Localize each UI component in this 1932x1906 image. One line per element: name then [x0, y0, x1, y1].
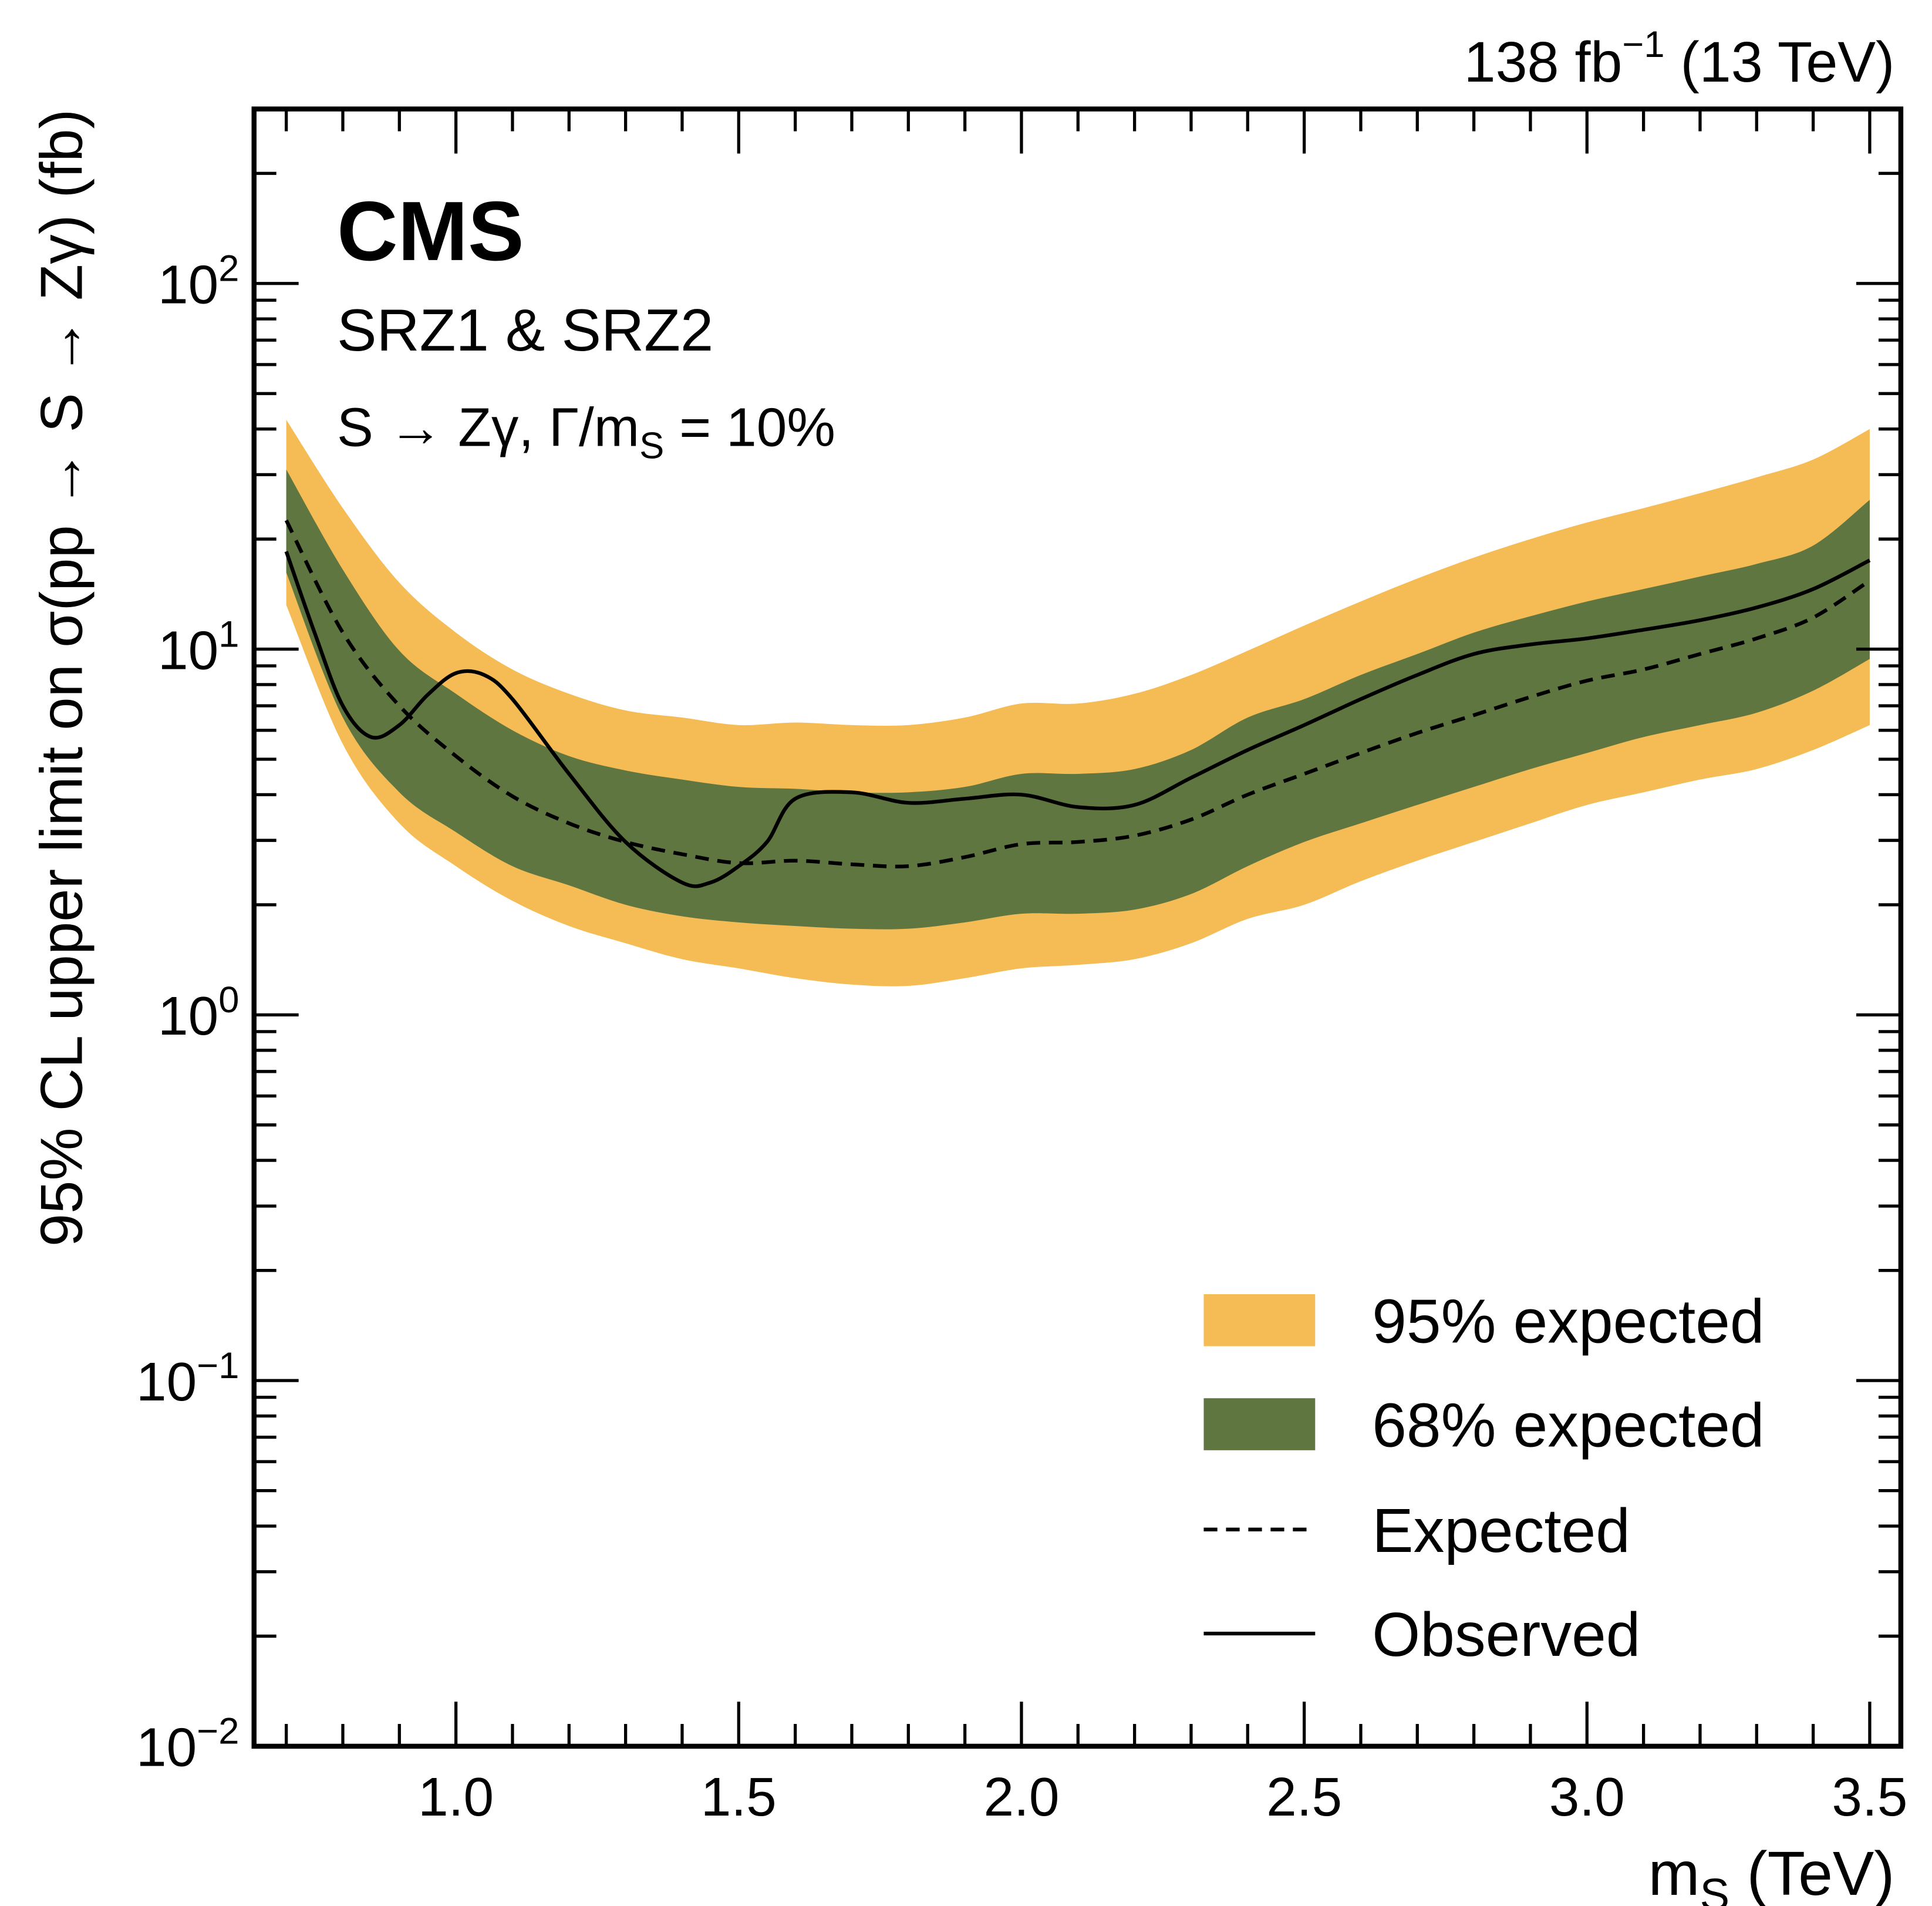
y-tick-label: 10−1: [136, 1345, 239, 1412]
expected-line: [284, 519, 1871, 868]
x-tick-label: 1.5: [701, 1766, 777, 1827]
x-tick-label: 2.5: [1266, 1766, 1342, 1827]
legend-label-95: 95% expected: [1372, 1287, 1764, 1356]
process-label: S → Zγ, Γ/mS = 10%: [337, 396, 835, 466]
legend-swatch-68: [1203, 1398, 1316, 1450]
legend: 95% expected 68% expected Expected Obser…: [1203, 1287, 1765, 1669]
y-tick-label: 100: [158, 979, 239, 1046]
legend-swatch-95: [1203, 1294, 1316, 1346]
legend-label-observed: Observed: [1372, 1601, 1640, 1669]
ticks-layer: 1.0 1.5 2.0 2.5 3.0 3.5 10−2 10−1 100 101 102: [136, 107, 1907, 1827]
lumi-label: 138 fb−1 (13 TeV): [1464, 24, 1895, 94]
cms-label: CMS: [337, 184, 524, 278]
y-tick-label: 101: [158, 614, 239, 681]
x-tick-label: 1.0: [418, 1766, 494, 1827]
band-68-expected: [286, 469, 1870, 930]
x-tick-label: 3.0: [1549, 1766, 1625, 1827]
x-tick-label: 2.0: [983, 1766, 1059, 1827]
legend-label-68: 68% expected: [1372, 1392, 1764, 1460]
region-label: SRZ1 & SRZ2: [337, 297, 713, 363]
lines-layer: [284, 519, 1871, 888]
x-axis-label: mS (TeV): [1648, 1840, 1895, 1906]
y-axis-label: 95% CL upper limit on σ(pp → S → Zγ) (fb…: [29, 109, 95, 1247]
y-tick-label: 102: [158, 248, 239, 315]
observed-line: [284, 551, 1871, 888]
plot-frame: [251, 106, 1904, 1749]
bands-layer: [286, 419, 1870, 986]
x-tick-label: 3.5: [1832, 1766, 1907, 1827]
y-tick-label: 10−2: [136, 1711, 239, 1778]
legend-label-expected: Expected: [1372, 1497, 1630, 1565]
